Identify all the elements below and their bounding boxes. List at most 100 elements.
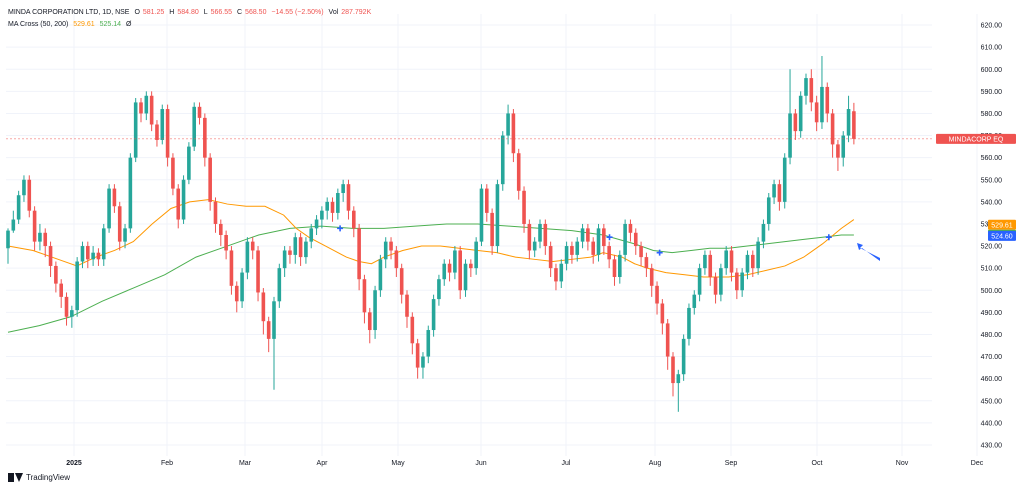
- candle-body-39: [213, 201, 218, 224]
- candle-body-43: [234, 285, 239, 302]
- candle-body-79: [426, 330, 431, 357]
- candle-body-68: [367, 312, 372, 331]
- candle-body-31: [171, 157, 175, 189]
- candle-body-6: [38, 232, 42, 242]
- candle-body-94: [506, 113, 510, 136]
- candle-body-145: [777, 184, 782, 202]
- price-tag-bg-0: [936, 133, 1016, 144]
- tradingview-logo-icon: [8, 473, 23, 482]
- candle-body-49: [266, 321, 271, 339]
- candle-body-153: [820, 86, 824, 123]
- candle-body-66: [357, 228, 361, 280]
- candle-body-82: [442, 263, 447, 280]
- x-tick-Dec: Dec: [971, 460, 984, 467]
- cross-marker-1: [606, 234, 613, 241]
- candle-body-26: [144, 95, 149, 114]
- candle-body-52: [282, 250, 287, 269]
- candle-body-125: [671, 356, 675, 384]
- y-tick-590: 590.00: [981, 89, 1003, 96]
- candle-body-69: [373, 290, 377, 331]
- legend-low-value: 566.55: [210, 9, 233, 16]
- candle-body-23: [128, 157, 133, 229]
- candle-body-156: [836, 144, 840, 158]
- x-tick-May: May: [391, 460, 405, 467]
- candle-body-126: [676, 374, 681, 384]
- candle-body-113: [607, 246, 611, 260]
- candle-body-129: [692, 294, 697, 308]
- candle-body-150: [804, 78, 808, 96]
- candle-body-5: [32, 210, 37, 242]
- candle-body-75: [405, 294, 409, 317]
- candle-body-74: [399, 268, 404, 295]
- annotation-arrow-icon: [857, 243, 880, 261]
- candle-body-63: [341, 184, 345, 194]
- y-tick-490: 490.00: [981, 310, 1003, 317]
- candle-body-111: [596, 228, 601, 255]
- x-tick-Nov: Nov: [896, 460, 909, 467]
- y-tick-460: 460.00: [981, 376, 1003, 383]
- candle-body-38: [208, 157, 212, 202]
- candle-body-116: [623, 223, 627, 255]
- candle-body-136: [729, 250, 734, 273]
- candle-body-41: [224, 235, 228, 251]
- cross-marker-0: [337, 225, 344, 232]
- candle-body-59: [320, 210, 324, 220]
- candle-body-16: [91, 252, 95, 260]
- candle-body-100: [538, 223, 542, 242]
- candle-body-3: [22, 179, 26, 196]
- candle-body-95: [511, 113, 516, 154]
- y-tick-450: 450.00: [981, 398, 1003, 405]
- candle-body-36: [197, 106, 202, 118]
- candle-body-124: [665, 323, 670, 357]
- candle-body-103: [554, 268, 558, 282]
- candle-body-50: [272, 301, 276, 339]
- candle-body-54: [293, 237, 298, 255]
- y-tick-620: 620.00: [981, 23, 1003, 30]
- cross-marker-3: [825, 234, 832, 241]
- legend-open-label: O: [134, 9, 140, 16]
- candle-body-58: [314, 219, 319, 229]
- candle-body-107: [575, 241, 580, 255]
- candle-body-46: [250, 241, 255, 251]
- candle-body-91: [490, 212, 494, 247]
- candle-body-24: [133, 102, 138, 158]
- y-tick-540: 540.00: [981, 199, 1003, 206]
- y-tick-610: 610.00: [981, 45, 1003, 52]
- candle-body-33: [181, 179, 186, 220]
- candle-body-138: [740, 272, 744, 291]
- candle-body-14: [80, 246, 85, 262]
- candlestick-series: [6, 55, 856, 412]
- candle-body-149: [798, 95, 803, 132]
- candle-body-27: [149, 95, 154, 125]
- legend-indicator-row[interactable]: MA Cross (50, 200) 529.61 525.14 Ø: [8, 19, 374, 31]
- price-tag-bg-3: [988, 230, 1016, 241]
- candle-body-112: [602, 228, 606, 247]
- candle-body-109: [586, 228, 590, 242]
- x-tick-Apr: Apr: [317, 460, 329, 467]
- time-axis[interactable]: 2025 Feb Mar Apr May Jun Jul Aug Sep Oct Nov Dec: [66, 460, 984, 467]
- candle-body-110: [591, 241, 595, 255]
- candle-body-147: [788, 113, 792, 158]
- legend-high-value: 584.80: [177, 9, 199, 16]
- legend-ohlc-row: MINDA CORPORATION LTD, 1D, NSE O 581.25 H…: [8, 7, 374, 19]
- y-tick-520: 520.00: [981, 244, 1003, 251]
- candle-body-71: [383, 241, 388, 260]
- candle-body-83: [447, 263, 452, 273]
- candle-body-13: [75, 261, 79, 311]
- candle-body-98: [527, 223, 532, 251]
- candle-body-77: [415, 343, 420, 368]
- candle-body-93: [500, 135, 505, 185]
- tradingview-brand[interactable]: TradingView: [8, 473, 70, 482]
- candle-body-8: [48, 246, 53, 266]
- candle-body-34: [187, 146, 191, 180]
- candle-body-73: [394, 250, 399, 269]
- y-tick-470: 470.00: [981, 354, 1003, 361]
- candle-body-29: [160, 109, 165, 140]
- legend-high-label: H: [169, 9, 175, 16]
- legend-high: H 584.80: [169, 9, 198, 16]
- candle-body-20: [112, 188, 117, 207]
- candle-body-35: [192, 106, 196, 147]
- y-tick-560: 560.00: [981, 155, 1003, 162]
- candle-body-57: [309, 228, 314, 242]
